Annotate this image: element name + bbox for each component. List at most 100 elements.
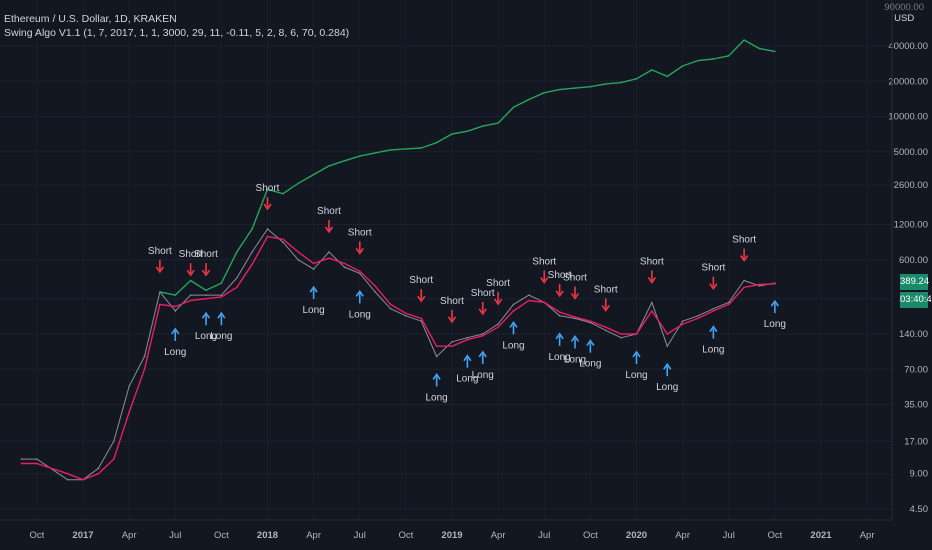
ma-series-point xyxy=(189,299,192,302)
long-signal: Long xyxy=(349,289,371,320)
ma-series-point xyxy=(374,285,376,287)
price-series-point xyxy=(727,301,730,304)
ma-series-point xyxy=(743,286,745,289)
equity-series-point xyxy=(481,125,484,127)
short-signal: Short xyxy=(640,256,664,284)
long-signal: Long xyxy=(472,350,494,381)
long-arrow-head-icon xyxy=(570,335,580,342)
price-series-point xyxy=(497,323,499,325)
short-signal: Short xyxy=(532,256,556,284)
long-signal: Long xyxy=(502,321,525,351)
short-arrow-head-icon xyxy=(263,203,272,211)
ma-series-point xyxy=(666,333,669,335)
short-signal: Short xyxy=(317,206,341,234)
ma-series-point xyxy=(36,462,38,465)
ma-series-point xyxy=(774,282,776,285)
short-signal-label: Short xyxy=(701,263,725,274)
chart-legend: Ethereum / U.S. Dollar, 1D, KRAKEN Swing… xyxy=(4,10,349,42)
price-series-point xyxy=(712,307,715,310)
signals-layer: Short Long Short Long Short Long Short Long Shor… xyxy=(148,183,786,403)
ma-series-point xyxy=(466,338,469,341)
ma-series-point xyxy=(343,262,346,265)
short-signal-label: Short xyxy=(548,270,572,281)
short-signal-label: Short xyxy=(256,183,280,194)
ma-series-point xyxy=(589,320,592,322)
price-series-point xyxy=(235,277,238,279)
equity-series-point xyxy=(528,98,530,101)
price-series-point xyxy=(251,251,253,253)
equity-series-point xyxy=(405,148,407,150)
time-tick-label: Oct xyxy=(29,530,44,541)
long-signal-label: Long xyxy=(579,359,601,370)
short-arrow-head-icon xyxy=(478,308,487,316)
long-signal: Long xyxy=(426,373,448,403)
price-series-point xyxy=(189,294,192,296)
time-tick-label: Apr xyxy=(491,530,506,541)
price-series-point xyxy=(574,317,576,320)
ma-series-point xyxy=(543,301,546,304)
long-signal: Long xyxy=(656,362,678,393)
price-series-point xyxy=(389,307,392,310)
equity-series-point xyxy=(159,291,161,293)
equity-series-point xyxy=(235,251,238,253)
equity-series-point xyxy=(358,155,361,157)
currency-label[interactable]: 90000.00 USD xyxy=(884,2,924,24)
equity-series-point xyxy=(420,147,423,149)
long-signal-label: Long xyxy=(210,331,232,342)
equity-series-point xyxy=(251,228,253,230)
ma-series-point xyxy=(143,368,146,371)
equity-series-point xyxy=(343,159,346,162)
long-arrow-head-icon xyxy=(171,327,180,335)
indicator-title[interactable]: Swing Algo V1.1 (1, 7, 2017, 1, 1, 3000,… xyxy=(4,27,350,39)
long-signal-label: Long xyxy=(349,309,371,320)
ma-series-point xyxy=(712,310,715,312)
equity-series-point xyxy=(512,106,515,109)
currency-top-value: 90000.00 xyxy=(884,2,924,13)
time-tick-label: Oct xyxy=(398,530,413,541)
countdown-tag: 03:40:45 xyxy=(900,292,932,308)
short-arrow-head-icon xyxy=(186,269,195,277)
long-signal: Long xyxy=(702,325,725,356)
ma-series-point xyxy=(82,478,84,481)
short-arrow-head-icon xyxy=(324,226,334,234)
long-signal-label: Long xyxy=(764,319,786,330)
short-arrow-head-icon xyxy=(601,304,610,312)
equity-series-point xyxy=(681,65,684,67)
short-arrow-head-icon xyxy=(739,255,749,262)
short-signal: Short xyxy=(732,234,756,262)
short-signal-label: Short xyxy=(317,206,341,217)
price-series-point xyxy=(420,320,423,322)
symbol-title[interactable]: Ethereum / U.S. Dollar, 1D, KRAKEN xyxy=(4,13,177,25)
last-price-tag: 389.24 xyxy=(900,274,929,290)
price-series-point xyxy=(681,320,684,322)
series-layer xyxy=(20,39,776,481)
time-tick-label: Oct xyxy=(214,530,229,541)
ma-series-point xyxy=(266,235,269,238)
short-signal: Short xyxy=(471,288,495,316)
ma-series-point xyxy=(497,326,499,328)
short-signal-label: Short xyxy=(594,284,618,295)
ma-series-point xyxy=(159,303,161,306)
short-signal-label: Short xyxy=(532,256,556,267)
long-arrow-head-icon xyxy=(663,362,672,370)
long-signal: Long xyxy=(549,332,571,363)
equity-series-point xyxy=(727,54,730,57)
price-series-point xyxy=(666,345,669,348)
ma-series-point xyxy=(574,316,576,318)
long-arrow-head-icon xyxy=(632,350,641,358)
price-series-point xyxy=(528,294,530,296)
equity-series-point xyxy=(574,87,576,89)
ma-series-point xyxy=(758,283,761,286)
equity-series-point xyxy=(312,173,315,176)
short-signal-label: Short xyxy=(440,296,464,307)
price-series-point xyxy=(128,385,130,388)
long-signal: Long xyxy=(164,327,186,358)
ma-series-point xyxy=(405,312,407,315)
time-tick-label: Jul xyxy=(169,530,181,541)
equity-series-point xyxy=(635,78,638,80)
equity-series-point xyxy=(558,88,561,91)
ma-series-point xyxy=(220,296,223,298)
price-tick-label: 20000.00 xyxy=(888,76,928,87)
long-arrow-head-icon xyxy=(770,299,780,307)
